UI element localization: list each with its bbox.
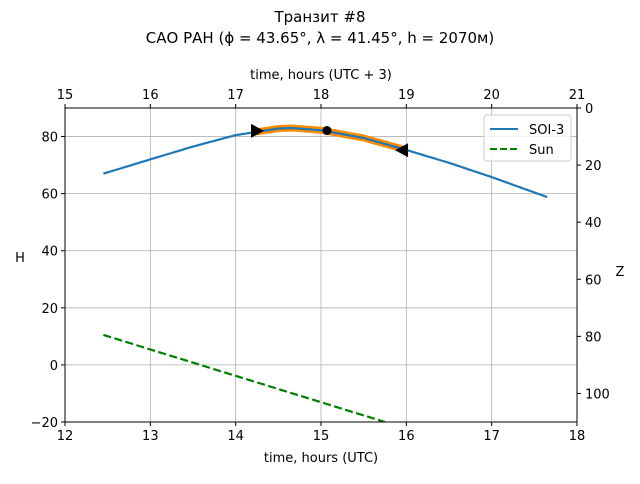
marker-triangle-left [395, 143, 409, 158]
y-tick-label: 80 [41, 131, 58, 146]
legend: SOI-3 Sun [483, 114, 572, 162]
y-axis-right-label: Z [616, 265, 625, 280]
legend-label-soi3: SOI-3 [529, 123, 564, 138]
chart-title-line2: САО РАН (ϕ = 43.65°, λ = 41.45°, h = 207… [146, 29, 494, 47]
y-right-tick-label: 20 [585, 159, 602, 174]
x-top-tick-label: 20 [483, 88, 500, 103]
x-tick-label: 13 [142, 429, 159, 444]
y-tick-label: 60 [41, 188, 58, 203]
series-line-sun [103, 333, 386, 422]
x-top-tick-label: 19 [398, 88, 415, 103]
x-axis-label: time, hours (UTC) [264, 451, 378, 466]
y-right-tick-label: 100 [585, 387, 610, 402]
x-top-tick-label: 17 [227, 88, 244, 103]
marker-circle [322, 126, 332, 136]
x-top-tick-label: 18 [313, 88, 330, 103]
chart-title-line1: Транзит #8 [273, 8, 365, 26]
y-tick-label: 0 [50, 359, 58, 374]
marker-triangle-right [251, 123, 264, 138]
y-tick-label: −20 [31, 416, 58, 431]
plot-frame [64, 107, 578, 423]
x-tick-label: 15 [313, 429, 330, 444]
x-axis-top-label: time, hours (UTC + 3) [250, 68, 392, 83]
x-tick-label: 17 [483, 429, 500, 444]
x-tick-label: 14 [227, 429, 244, 444]
y-axis-label: H [15, 251, 25, 266]
x-tick-label: 12 [57, 429, 74, 444]
y-right-tick-label: 0 [585, 102, 593, 117]
x-top-tick-label: 16 [142, 88, 159, 103]
x-tick-label: 18 [569, 429, 586, 444]
y-right-tick-label: 60 [585, 273, 602, 288]
y-tick-label: 40 [41, 245, 58, 260]
y-right-tick-label: 80 [585, 330, 602, 345]
x-tick-label: 16 [398, 429, 415, 444]
series-line-soi-3 [103, 126, 548, 199]
x-top-tick-label: 21 [569, 88, 586, 103]
x-top-tick-label: 15 [57, 88, 74, 103]
y-right-tick-label: 40 [585, 216, 602, 231]
legend-label-sun: Sun [529, 143, 554, 158]
y-tick-label: 20 [41, 302, 58, 317]
